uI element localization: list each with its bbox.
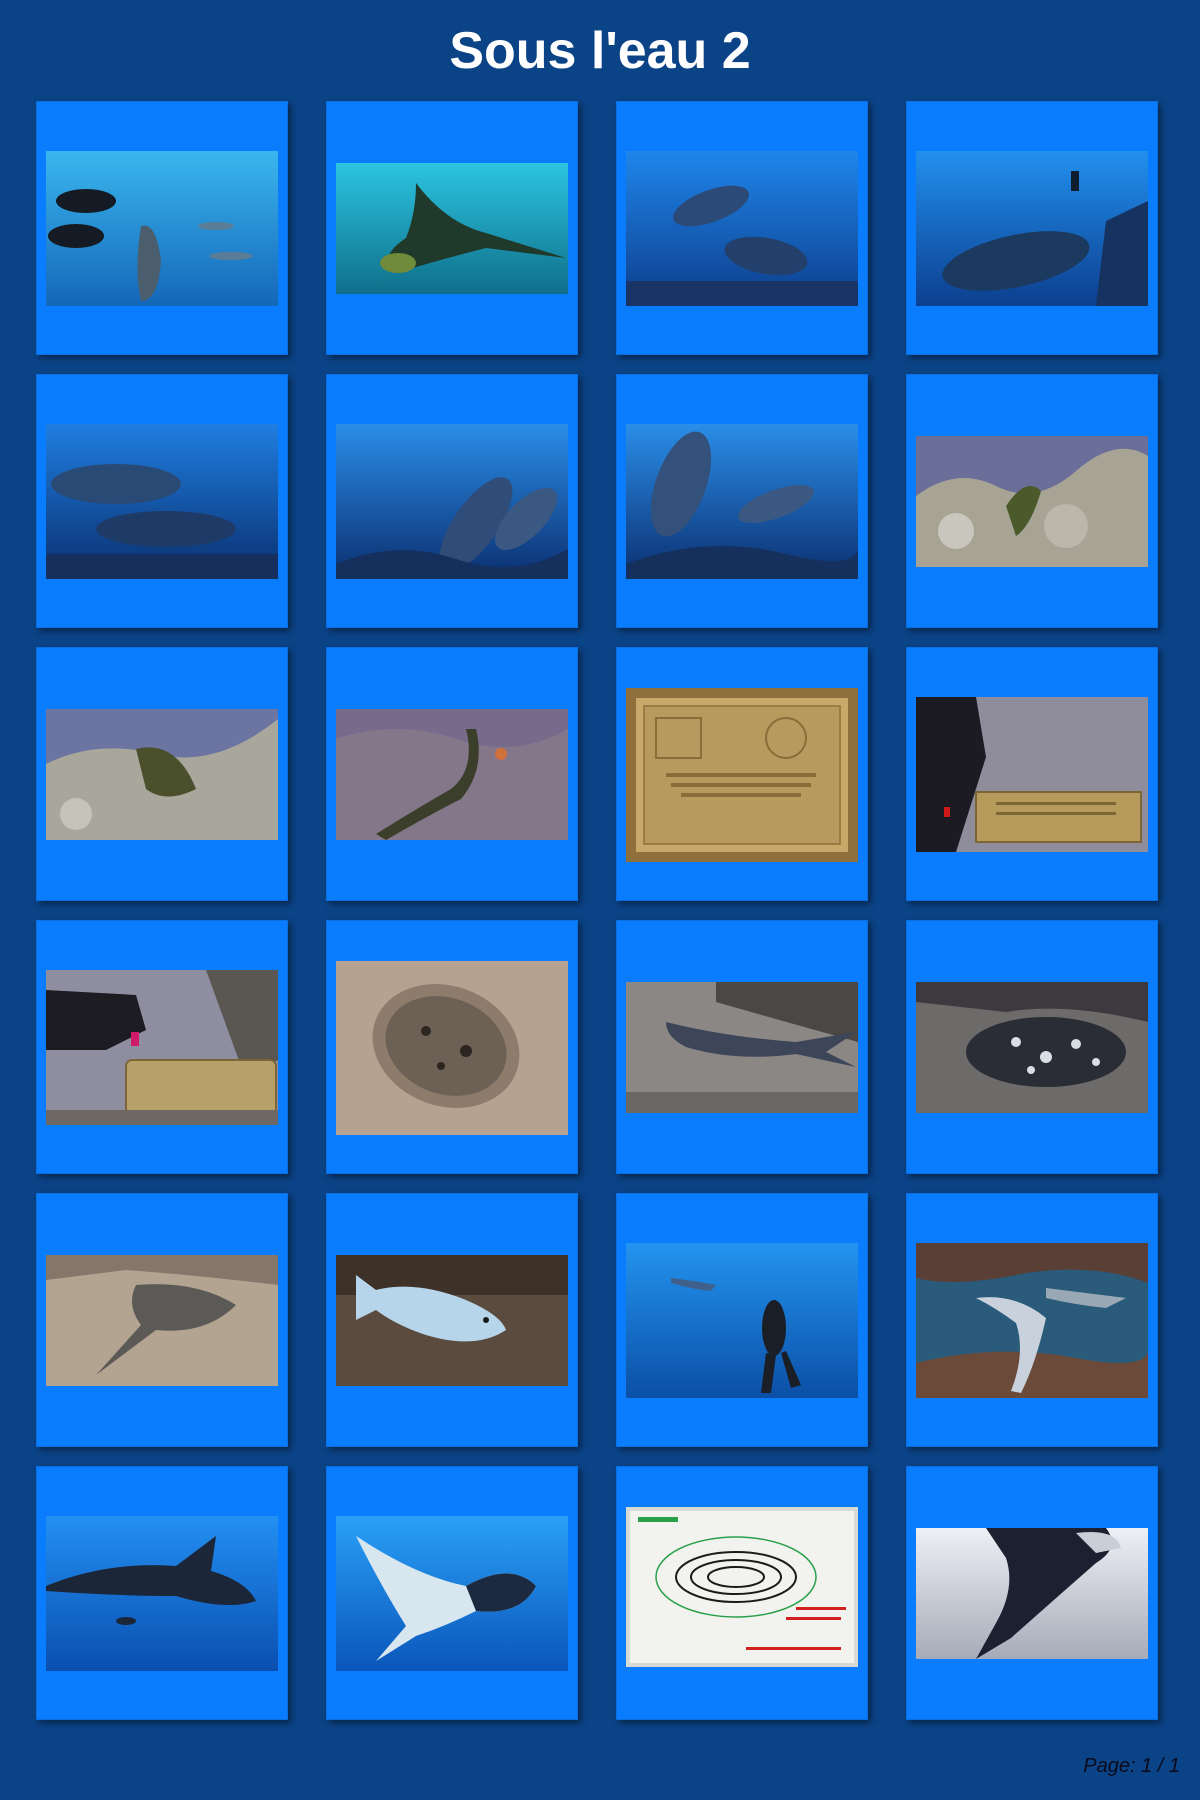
thumbnail-card[interactable] — [36, 374, 288, 628]
thumbnail-photo[interactable] — [626, 151, 858, 306]
thumbnail-card[interactable] — [906, 1193, 1158, 1447]
thumbnail-card[interactable] — [36, 1466, 288, 1720]
two-dolphins-image — [626, 151, 858, 306]
thumbnail-photo[interactable] — [46, 1516, 278, 1671]
dolphins-over-reef-image — [336, 424, 568, 579]
thumbnail-card[interactable] — [906, 647, 1158, 901]
thumbnail-photo[interactable] — [916, 697, 1148, 852]
thumbnail-card[interactable] — [616, 1466, 868, 1720]
eel-on-reef-image — [336, 709, 568, 840]
dolphin-pair-image — [46, 424, 278, 579]
giant-manta-image — [46, 1516, 278, 1671]
dive-site-whiteboard-image — [626, 1507, 858, 1667]
thumbnail-card[interactable] — [906, 920, 1158, 1174]
thumbnail-photo[interactable] — [916, 1528, 1148, 1659]
thumbnail-card[interactable] — [616, 101, 868, 355]
thumbnail-photo[interactable] — [336, 1255, 568, 1386]
grouper-image — [916, 982, 1148, 1113]
thumbnail-photo[interactable] — [916, 151, 1148, 306]
diver-reading-plaque-image — [46, 970, 278, 1125]
page-title: Sous l'eau 2 — [449, 22, 751, 80]
thumbnail-photo[interactable] — [626, 424, 858, 579]
thumbnail-photo[interactable] — [336, 424, 568, 579]
thumbnail-photo[interactable] — [336, 1516, 568, 1671]
thumbnail-card[interactable] — [906, 374, 1158, 628]
thumbnail-photo[interactable] — [46, 970, 278, 1125]
thumbnail-photo[interactable] — [46, 424, 278, 579]
sharks-in-cave-image — [916, 1243, 1148, 1398]
flounder-image — [336, 961, 568, 1135]
thumbnail-card[interactable] — [616, 374, 868, 628]
thumbnail-photo[interactable] — [626, 688, 858, 862]
moray-eel-image — [46, 709, 278, 840]
thumbnail-card[interactable] — [326, 920, 578, 1174]
thumbnail-card[interactable] — [326, 1193, 578, 1447]
thumbnail-card[interactable] — [616, 1193, 868, 1447]
thumbnail-photo[interactable] — [916, 436, 1148, 567]
divers-with-dolphin-image — [46, 151, 278, 306]
dolphins-close-image — [626, 424, 858, 579]
thumbnail-card[interactable] — [326, 101, 578, 355]
moray-eel-rocks-image — [916, 436, 1148, 567]
manta-silhouette-image — [916, 1528, 1148, 1659]
diver-and-shark-image — [626, 1243, 858, 1398]
thumbnail-card[interactable] — [36, 1193, 288, 1447]
parrotfish-image — [336, 1255, 568, 1386]
thumbnail-card[interactable] — [906, 1466, 1158, 1720]
manta-underside-image — [336, 1516, 568, 1671]
thumbnail-card[interactable] — [36, 920, 288, 1174]
whitetip-reef-shark-image — [626, 982, 858, 1113]
thumbnail-card[interactable] — [36, 101, 288, 355]
manta-ray-image — [336, 163, 568, 294]
unesco-plaque-image — [626, 688, 858, 862]
thumbnail-photo[interactable] — [336, 961, 568, 1135]
dolphin-and-diver-image — [916, 151, 1148, 306]
page-indicator: Page: 1 / 1 — [1083, 1755, 1180, 1777]
thumbnail-photo[interactable] — [626, 1243, 858, 1398]
thumbnail-card[interactable] — [36, 647, 288, 901]
thumbnail-card[interactable] — [326, 1466, 578, 1720]
thumbnail-photo[interactable] — [336, 163, 568, 294]
thumbnail-photo[interactable] — [46, 1255, 278, 1386]
thumbnail-card[interactable] — [906, 101, 1158, 355]
thumbnail-photo[interactable] — [916, 982, 1148, 1113]
thumbnail-photo[interactable] — [916, 1243, 1148, 1398]
thumbnail-card[interactable] — [616, 647, 868, 901]
thumbnail-photo[interactable] — [626, 982, 858, 1113]
thumbnail-card[interactable] — [616, 920, 868, 1174]
thumbnail-photo[interactable] — [336, 709, 568, 840]
thumbnail-photo[interactable] — [46, 151, 278, 306]
thumbnail-card[interactable] — [326, 374, 578, 628]
thumbnail-card[interactable] — [326, 647, 578, 901]
diver-at-plaque-image — [916, 697, 1148, 852]
ray-on-sand-image — [46, 1255, 278, 1386]
thumbnail-photo[interactable] — [46, 709, 278, 840]
thumbnail-photo[interactable] — [626, 1507, 858, 1667]
